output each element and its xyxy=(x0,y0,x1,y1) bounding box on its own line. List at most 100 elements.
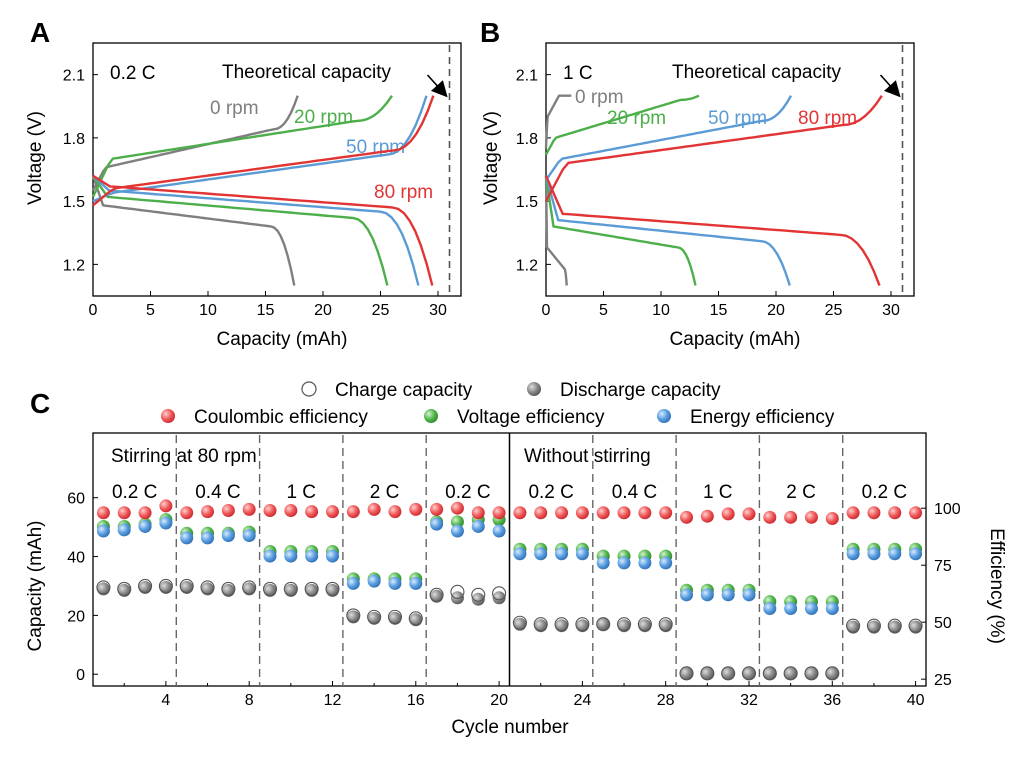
coulombic-efficiency-point xyxy=(325,505,339,519)
discharge-capacity-point xyxy=(325,583,339,597)
charge-capacity-point xyxy=(762,666,777,681)
panel-a-ylabel: Voltage (V) xyxy=(25,111,46,205)
charge-capacity-point xyxy=(367,609,382,624)
discharge-capacity-point xyxy=(659,619,673,633)
panel-b-xlabel: Capacity (mAh) xyxy=(670,329,801,350)
coulombic-efficiency-point xyxy=(513,506,527,520)
panel-c-xtick-label: 8 xyxy=(245,692,254,709)
panel-a-charge-curve-80rpm xyxy=(92,95,435,207)
coulombic-efficiency-point xyxy=(117,506,131,520)
panel-b-xtick-label: 15 xyxy=(710,302,728,319)
panel-b-rate-label: 1 C xyxy=(563,63,593,84)
panel-b-xtick-label: 20 xyxy=(767,302,785,319)
coulombic-efficiency-point xyxy=(388,505,402,519)
charge-capacity-point xyxy=(637,617,652,632)
discharge-capacity-point xyxy=(284,583,298,597)
discharge-capacity-point xyxy=(680,667,694,681)
panel-b-ytick-label: 1.8 xyxy=(516,131,538,148)
coulombic-efficiency-point xyxy=(804,510,818,524)
panel-b-charge-curve-0rpm xyxy=(544,94,572,149)
charge-capacity-point xyxy=(96,580,111,595)
panel-a-discharge-curve-80rpm xyxy=(92,174,434,286)
panel-a-theoretical-label: Theoretical capacity xyxy=(222,62,391,83)
panel-a-xtick-label: 10 xyxy=(199,302,217,319)
energy-efficiency-point xyxy=(388,576,402,590)
coulombic-efficiency-point xyxy=(825,511,839,525)
discharge-capacity-point xyxy=(763,667,777,681)
panel-a-rate-label: 0.2 C xyxy=(110,63,155,84)
coulombic-efficiency-point xyxy=(534,506,548,520)
energy-efficiency-point xyxy=(784,602,798,616)
discharge-capacity-point xyxy=(617,619,631,633)
panel-a-series-label-50rpm: 50 rpm xyxy=(346,137,405,158)
coulombic-efficiency-point xyxy=(471,506,485,520)
discharge-capacity-point xyxy=(700,667,714,681)
charge-capacity-point xyxy=(200,580,215,595)
charge-capacity-point xyxy=(533,617,548,632)
discharge-capacity-point xyxy=(867,620,881,634)
energy-efficiency-point xyxy=(221,529,235,543)
discharge-capacity-point xyxy=(846,620,860,634)
charge-capacity-point xyxy=(908,618,923,633)
discharge-capacity-point xyxy=(221,583,235,597)
energy-efficiency-point xyxy=(534,547,548,561)
panel-c-rate-label: 0.4 C xyxy=(612,482,657,503)
panel-a-discharge-curve-20rpm xyxy=(92,175,389,286)
panel-a-xtick-label: 0 xyxy=(89,302,98,319)
panel-b-xtick-label: 0 xyxy=(542,302,551,319)
energy-efficiency-point xyxy=(325,549,339,563)
panel-a-ytick-label: 1.2 xyxy=(63,257,85,274)
discharge-capacity-point xyxy=(492,591,506,605)
panel-c-y2tick-label: 50 xyxy=(934,615,952,632)
panel-a-discharge-curve-0rpm xyxy=(91,175,296,286)
coulombic-efficiency-point xyxy=(430,502,444,516)
panel-b-ylabel: Voltage (V) xyxy=(481,111,502,205)
legend-discharge-label: Discharge capacity xyxy=(560,380,721,401)
discharge-capacity-point xyxy=(159,580,173,594)
coulombic-efficiency-point xyxy=(700,509,714,523)
charge-capacity-point xyxy=(658,617,673,632)
coulombic-efficiency-point xyxy=(450,501,464,515)
charge-capacity-point xyxy=(804,666,819,681)
legend-energy-label: Energy efficiency xyxy=(690,407,835,428)
panel-c-rate-label: 1 C xyxy=(703,482,733,503)
charge-capacity-point xyxy=(679,666,694,681)
coulombic-efficiency-point xyxy=(201,505,215,519)
panel-c-xtick-label: 12 xyxy=(324,692,342,709)
panel-c-xtick-label: 28 xyxy=(657,692,675,709)
energy-efficiency-point xyxy=(263,549,277,563)
charge-capacity-point xyxy=(450,584,465,599)
discharge-capacity-point xyxy=(825,667,839,681)
panel-c-ytick-label: 0 xyxy=(76,667,85,684)
energy-efficiency-point xyxy=(450,524,464,538)
discharge-capacity-point xyxy=(596,617,610,631)
panel-c-rate-label: 0.4 C xyxy=(195,482,240,503)
panel-c: Stirring at 80 rpm Without stirring Cycl… xyxy=(25,446,1007,738)
discharge-capacity-point xyxy=(513,617,527,631)
panel-c-letter: C xyxy=(30,388,50,419)
energy-efficiency-point xyxy=(700,588,714,602)
panel-b-discharge-curve-0rpm xyxy=(544,175,568,286)
charge-capacity-point xyxy=(387,609,403,624)
panel-a-xlabel: Capacity (mAh) xyxy=(217,329,348,350)
panel-a-xtick-label: 5 xyxy=(146,302,155,319)
panel-b-xtick-label: 5 xyxy=(599,302,608,319)
energy-efficiency-point xyxy=(242,529,256,543)
panel-c-xtick-label: 24 xyxy=(573,692,591,709)
discharge-capacity-point xyxy=(909,620,923,634)
coulombic-efficiency-point xyxy=(680,510,694,524)
section-label-stirring: Stirring at 80 rpm xyxy=(111,446,257,467)
panel-a-letter: A xyxy=(30,17,50,48)
chart-marks: 0 5 10 15 20 25 301.21.51.82.10 5 10 15 20 25 301.21… xyxy=(63,42,961,709)
discharge-capacity-point xyxy=(305,583,319,597)
coulombic-efficiency-point xyxy=(180,506,194,520)
energy-efficiency-point xyxy=(555,547,569,561)
panel-b-series-label-20rpm: 20 rpm xyxy=(607,108,666,129)
discharge-capacity-point xyxy=(555,619,569,633)
coulombic-efficiency-point xyxy=(784,510,798,524)
coulombic-efficiency-point xyxy=(284,503,298,517)
energy-efficiency-point xyxy=(409,576,423,590)
discharge-capacity-point xyxy=(117,583,131,597)
legend-charge-label: Charge capacity xyxy=(335,380,473,401)
coulombic-efficiency-point xyxy=(742,507,756,521)
